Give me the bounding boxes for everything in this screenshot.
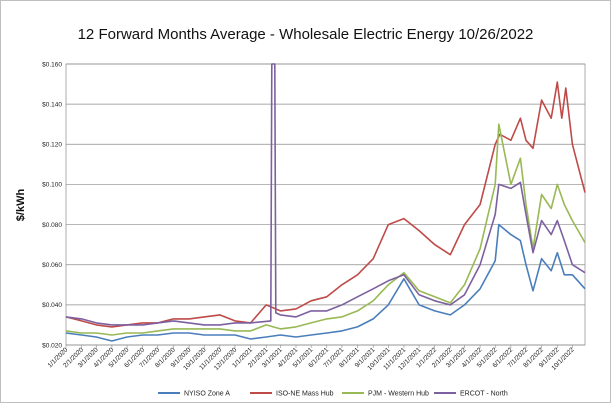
legend: NYISO Zone A ISO-NE Mass Hub PJM - Western… [158,391,508,398]
y-tick-label: $0.020 [42,342,62,349]
x-axis-ticks: 1/1/20202/1/20203/1/20204/1/20205/1/2020… [47,345,576,372]
plot-area [65,63,586,346]
legend-label: NYISO Zone A [184,391,230,398]
y-tick-label: $0.080 [42,222,62,229]
legend-label: PJM - Western Hub [368,391,429,398]
y-tick-label: $0.140 [42,101,62,108]
y-tick-label: $0.040 [42,302,62,309]
y-tick-label: $0.060 [42,262,62,269]
y-axis-label: $/kWh [15,189,27,222]
series-line-3 [65,63,586,326]
y-tick-label: $0.160 [42,61,62,68]
chart-title: 12 Forward Months Average - Wholesale El… [77,26,534,43]
gridlines [65,63,586,346]
legend-label: ISO-NE Mass Hub [276,391,334,398]
y-tick-label: $0.100 [42,182,62,189]
series-lines [65,63,586,342]
y-tick-label: $0.120 [42,142,62,149]
series-line-2 [65,123,586,336]
y-axis-ticks: $0.020 $0.040 $0.060 $0.080 $0.100 $0.120 $0.1… [42,61,62,349]
series-line-0 [65,223,586,342]
legend-label: ERCOT - North [460,391,508,398]
series-line-1 [65,81,586,328]
